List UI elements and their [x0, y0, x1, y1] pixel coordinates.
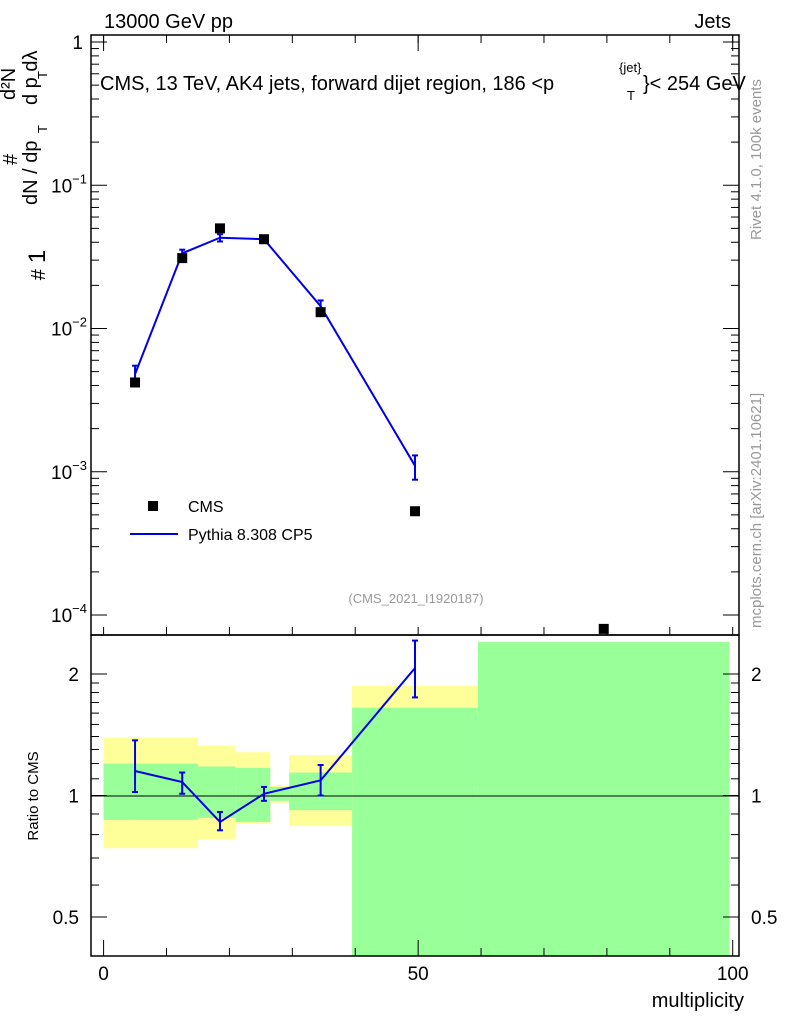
ratio-band-inner [477, 642, 730, 956]
ratio-band-inner [135, 763, 198, 820]
cms-data-point [214, 223, 225, 234]
y-axis-label-den-sub: T [35, 71, 50, 79]
side-text-mcplots: mcplots.cern.ch [arXiv:2401.10621] [748, 393, 765, 628]
x-tick-label: 0 [98, 964, 109, 985]
main-panel: 1 10−1 10−2 10−3 10−4 [51, 33, 740, 636]
ratio-y-tick-label-right: 2 [751, 665, 762, 686]
ratio-band-inner [352, 707, 478, 956]
ratio-mc-line [134, 667, 416, 824]
main-frame [90, 34, 740, 636]
cms-data-point [177, 253, 188, 264]
title-subscript: T [627, 88, 635, 103]
legend: CMS Pythia 8.308 CP5 [130, 499, 313, 544]
y-axis-label-den: d p dλ [20, 51, 42, 105]
title-superscript: {jet} [619, 60, 642, 75]
ratio-band-inner [103, 763, 136, 820]
ratio-y-tick-label-left: 0.5 [53, 908, 79, 929]
header-category: Jets [694, 11, 731, 33]
cms-data-point [315, 307, 326, 318]
y-axis-label-hash: # [0, 153, 22, 165]
ratio-ticks: 0.5 0.5 1 1 2 2 [53, 665, 778, 929]
ratio-series [132, 639, 418, 832]
y-axis-label-frac: dN / dp [20, 141, 42, 205]
ratio-y-tick-label-right: 0.5 [751, 908, 777, 929]
ratio-y-axis-label: Ratio to CMS [25, 751, 42, 840]
y-tick-label: 10−4 [51, 601, 87, 627]
side-text-rivet: Rivet 4.1.0, 100k events [748, 79, 765, 240]
cms-data-point [130, 377, 141, 388]
ratio-y-tick-label-left: 1 [68, 787, 79, 808]
ratio-y-tick-label-left: 2 [68, 665, 79, 686]
x-ticks: 0 50 100 [98, 940, 749, 985]
title-main: CMS, 13 TeV, AK4 jets, forward dijet reg… [100, 73, 554, 95]
x-tick-label: 100 [717, 964, 749, 985]
title-end: }< 254 GeV [643, 73, 747, 95]
cms-data-point [259, 234, 270, 245]
plot-title: CMS, 13 TeV, AK4 jets, forward dijet reg… [100, 60, 747, 103]
legend-mc-label: Pythia 8.308 CP5 [188, 527, 313, 544]
title-text: CMS, 13 TeV, AK4 jets, forward dijet reg… [100, 73, 554, 95]
main-series [130, 223, 609, 634]
y-axis-label-text: #1 [24, 250, 51, 280]
mc-series-line [134, 236, 416, 467]
y-tick-label: 10−2 [51, 315, 87, 341]
y-tick-label: 10−1 [51, 171, 87, 197]
y-tick-label: 1 [72, 33, 83, 54]
y-axis-label-sub: T [35, 125, 50, 133]
cms-data-point [598, 623, 609, 634]
main-y-ticks: 1 10−1 10−2 10−3 10−4 [51, 33, 739, 635]
legend-cms-marker [148, 501, 158, 511]
ratio-band-inner [235, 767, 271, 822]
ratio-panel: 0.5 0.5 1 1 2 2 0 50 100 [53, 634, 778, 985]
analysis-watermark: (CMS_2021_I1920187) [348, 591, 483, 606]
main-y-axis-label: #1 dN / dp T # d²N d p dλ T [0, 51, 51, 281]
x-tick-label: 50 [408, 964, 429, 985]
legend-cms-label: CMS [188, 499, 224, 516]
y-axis-label-num: d²N [0, 68, 20, 100]
ratio-y-tick-label-right: 1 [751, 787, 762, 808]
x-axis-label: multiplicity [652, 990, 744, 1012]
ratio-band-inner [197, 766, 236, 818]
cms-data-point [410, 506, 420, 517]
header-energy: 13000 GeV pp [104, 11, 233, 33]
y-tick-label: 10−3 [51, 458, 87, 484]
